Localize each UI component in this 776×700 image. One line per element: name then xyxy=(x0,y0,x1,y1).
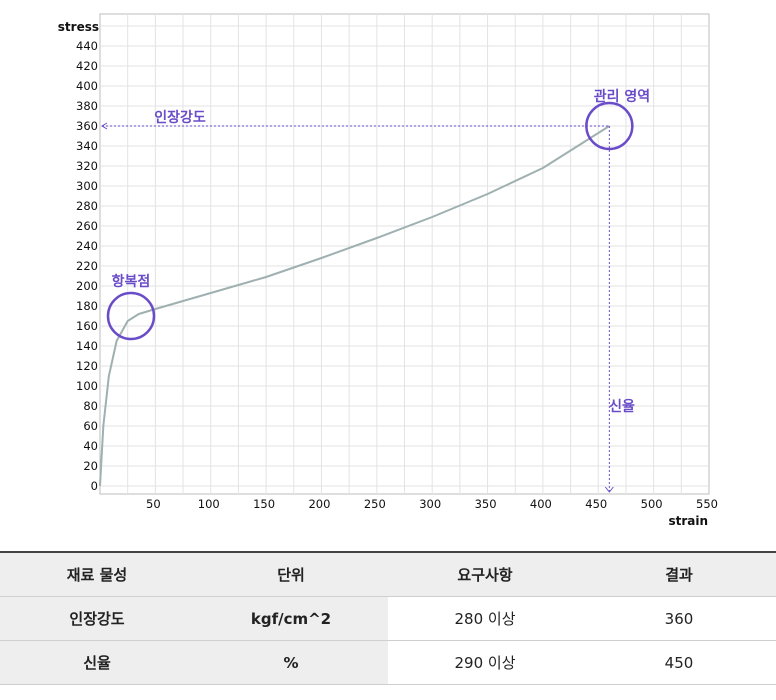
x-tick-label: 200 xyxy=(308,497,330,511)
y-tick-label: 60 xyxy=(83,419,98,433)
cell-result: 450 xyxy=(582,640,776,685)
y-tick-label: 180 xyxy=(76,299,98,313)
cell-requirement: 280 이상 xyxy=(388,596,582,641)
stress-strain-curve xyxy=(99,125,610,487)
x-tick-label: 400 xyxy=(530,497,552,511)
y-tick-label: 40 xyxy=(83,439,98,453)
y-tick-label: 440 xyxy=(76,39,98,53)
y-tick-label: 420 xyxy=(76,59,98,73)
y-tick-label: 20 xyxy=(83,459,98,473)
arrow-down-icon xyxy=(604,486,614,493)
cell-unit: kgf/cm^2 xyxy=(194,596,388,641)
stress-strain-chart: 0 20 40 60 80 100 120 140 160 180 200 220 240 260 280 3… xyxy=(58,13,718,528)
control-region-circle xyxy=(585,101,634,151)
x-tick-label: 350 xyxy=(475,497,497,511)
x-tick-label: 500 xyxy=(641,497,663,511)
y-tick-label: 100 xyxy=(76,379,98,393)
table-row: 신율 % 290 이상 450 xyxy=(0,640,776,685)
x-tick-label: 300 xyxy=(419,497,441,511)
y-axis-ticks: 0 20 40 60 80 100 120 140 160 180 200 220 240 260 280 3… xyxy=(76,39,98,493)
cell-result: 360 xyxy=(582,596,776,641)
x-tick-label: 50 xyxy=(146,497,161,511)
header-result: 결과 xyxy=(582,551,776,597)
cell-property: 인장강도 xyxy=(0,596,194,641)
y-axis-title: stress xyxy=(58,20,99,34)
y-tick-label: 340 xyxy=(76,139,98,153)
y-tick-label: 280 xyxy=(76,199,98,213)
y-tick-label: 140 xyxy=(76,339,98,353)
y-tick-label: 360 xyxy=(76,119,98,133)
yield-point-circle xyxy=(106,291,156,341)
y-tick-label: 380 xyxy=(76,99,98,113)
y-tick-label: 80 xyxy=(83,399,98,413)
cell-property: 신율 xyxy=(0,640,194,685)
y-tick-label: 320 xyxy=(76,159,98,173)
y-tick-label: 160 xyxy=(76,319,98,333)
cell-unit: % xyxy=(194,640,388,685)
header-requirement: 요구사항 xyxy=(388,551,582,597)
x-axis-ticks: 50 100 150 200 250 300 350 400 450 500 550 xyxy=(146,497,718,511)
x-tick-label: 450 xyxy=(585,497,607,511)
cell-requirement: 290 이상 xyxy=(388,640,582,685)
properties-table: 재료 물성 단위 요구사항 결과 인장강도 kgf/cm^2 280 이상 36… xyxy=(0,551,776,685)
elongation-label: 신율 xyxy=(609,398,635,415)
table-row: 인장강도 kgf/cm^2 280 이상 360 xyxy=(0,596,776,641)
y-tick-label: 120 xyxy=(76,359,98,373)
y-tick-label: 220 xyxy=(76,259,98,273)
y-tick-label: 240 xyxy=(76,239,98,253)
x-tick-label: 100 xyxy=(198,497,220,511)
x-tick-label: 550 xyxy=(696,497,718,511)
y-tick-label: 0 xyxy=(91,479,98,493)
y-tick-label: 300 xyxy=(76,179,98,193)
yield-point-label: 항복점 xyxy=(112,273,151,290)
table-header-row: 재료 물성 단위 요구사항 결과 xyxy=(0,551,776,597)
header-material-property: 재료 물성 xyxy=(0,551,194,597)
y-tick-label: 200 xyxy=(76,279,98,293)
grid xyxy=(100,14,709,494)
x-tick-label: 150 xyxy=(253,497,275,511)
y-tick-label: 400 xyxy=(76,79,98,93)
control-region-label: 관리 영역 xyxy=(594,88,650,105)
x-tick-label: 250 xyxy=(364,497,386,511)
x-axis-title: strain xyxy=(668,514,708,528)
series xyxy=(99,125,610,487)
header-unit: 단위 xyxy=(194,551,388,597)
tensile-strength-label: 인장강도 xyxy=(154,109,206,126)
arrow-left-icon xyxy=(101,122,108,130)
y-tick-label: 260 xyxy=(76,219,98,233)
